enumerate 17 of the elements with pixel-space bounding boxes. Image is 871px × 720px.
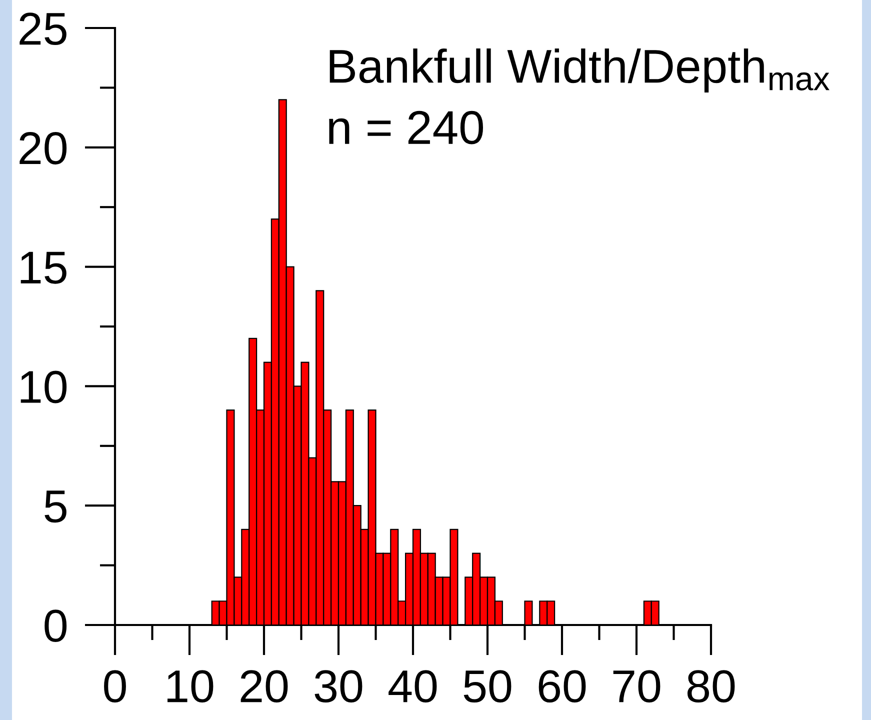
y-tick-label: 10 bbox=[20, 370, 67, 404]
x-tick-label: 80 bbox=[688, 670, 735, 703]
x-tick-label: 40 bbox=[388, 670, 437, 703]
x-tick-label: 20 bbox=[240, 670, 288, 703]
y-tick-label: 20 bbox=[20, 132, 67, 164]
x-tick-label: 60 bbox=[538, 670, 586, 703]
y-tick-label: 25 bbox=[20, 12, 66, 46]
x-tick-label: 50 bbox=[464, 670, 512, 703]
y-tick-label: 5 bbox=[44, 490, 66, 523]
x-tick-label: 30 bbox=[314, 670, 362, 703]
annotation: n = 240 bbox=[329, 110, 484, 144]
x-tick-label: 0 bbox=[104, 670, 126, 703]
y-tick-label: 15 bbox=[20, 252, 66, 284]
y-tick-label: 0 bbox=[44, 610, 67, 642]
x-tick-label: 10 bbox=[168, 670, 214, 703]
chart-title: Bankfull Width/Depth$_{max}$ bbox=[330, 48, 830, 92]
x-tick-label: 70 bbox=[613, 670, 660, 703]
